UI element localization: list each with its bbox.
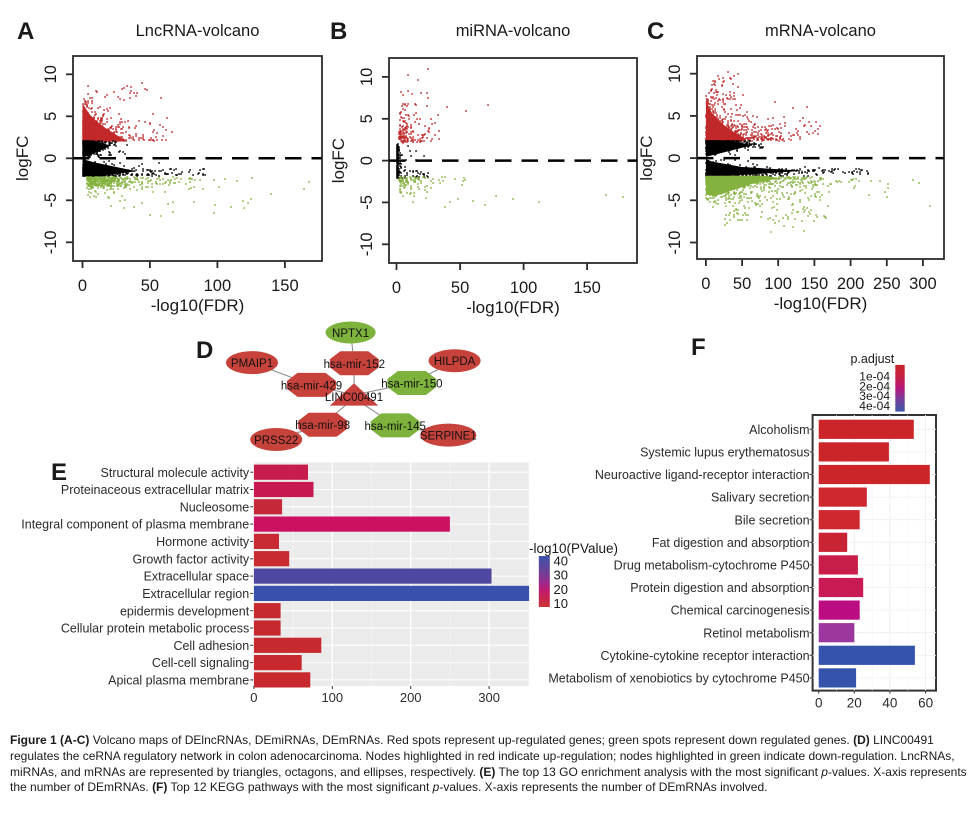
svg-text:-5: -5 [42, 193, 60, 208]
svg-text:100: 100 [764, 275, 792, 293]
svg-text:Cell-cell signaling: Cell-cell signaling [152, 656, 249, 670]
svg-text:5: 5 [666, 111, 684, 120]
svg-text:10: 10 [666, 65, 684, 83]
svg-text:50: 50 [141, 277, 159, 295]
svg-text:A: A [17, 18, 34, 45]
svg-text:50: 50 [451, 279, 469, 297]
svg-text:Extracellular space: Extracellular space [144, 570, 250, 584]
svg-text:4e-04: 4e-04 [859, 399, 890, 413]
svg-text:100: 100 [204, 277, 232, 295]
svg-text:Cellular protein metabolic pro: Cellular protein metabolic process [61, 622, 249, 636]
svg-text:hsa-mir-152: hsa-mir-152 [324, 359, 385, 371]
svg-text:30: 30 [554, 568, 568, 583]
svg-text:0: 0 [392, 279, 401, 297]
svg-text:Cell adhesion: Cell adhesion [173, 639, 249, 653]
svg-text:Bile secretion: Bile secretion [735, 513, 810, 527]
svg-text:Structural molecule activity: Structural molecule activity [101, 466, 250, 480]
svg-text:epidermis development: epidermis development [120, 604, 250, 618]
svg-text:hsa-mir-150: hsa-mir-150 [381, 379, 442, 391]
svg-text:Proteinaceous extracellular ma: Proteinaceous extracellular matrix [61, 483, 250, 497]
svg-text:-10: -10 [358, 232, 376, 256]
svg-text:D: D [196, 337, 213, 364]
svg-text:LncRNA-volcano: LncRNA-volcano [136, 22, 260, 40]
svg-text:logFC: logFC [637, 135, 656, 180]
svg-text:Nucleosome: Nucleosome [180, 500, 250, 514]
svg-text:Hormone activity: Hormone activity [156, 535, 250, 549]
svg-text:-10: -10 [666, 231, 684, 255]
svg-text:Apical plasma membrane: Apical plasma membrane [108, 674, 249, 688]
svg-text:Integral component of plasma m: Integral component of plasma membrane [21, 518, 249, 532]
svg-text:20: 20 [847, 696, 862, 711]
svg-text:Alcoholism: Alcoholism [749, 423, 809, 437]
svg-text:LINC00491: LINC00491 [325, 392, 383, 404]
svg-text:mRNA-volcano: mRNA-volcano [765, 22, 876, 40]
svg-text:150: 150 [801, 275, 829, 293]
svg-text:E: E [51, 459, 67, 486]
svg-text:-5: -5 [358, 195, 376, 210]
svg-text:Protein digestion and absorpti: Protein digestion and absorption [630, 581, 809, 595]
svg-text:0: 0 [42, 154, 60, 163]
svg-text:Growth factor activity: Growth factor activity [132, 552, 249, 566]
svg-text:hsa-mir-145: hsa-mir-145 [365, 421, 426, 433]
svg-text:F: F [691, 334, 706, 361]
svg-text:0: 0 [701, 275, 710, 293]
svg-text:NPTX1: NPTX1 [332, 328, 369, 340]
svg-text:logFC: logFC [329, 138, 348, 183]
svg-text:Extracellular region: Extracellular region [142, 587, 249, 601]
svg-text:150: 150 [271, 277, 299, 295]
svg-text:10: 10 [554, 596, 568, 611]
svg-text:Systemic lupus erythematosus: Systemic lupus erythematosus [640, 446, 810, 460]
svg-text:PMAIP1: PMAIP1 [231, 358, 273, 370]
svg-text:SERPINE1: SERPINE1 [420, 431, 477, 443]
svg-text:-log10(FDR): -log10(FDR) [466, 298, 560, 317]
svg-text:-10: -10 [42, 230, 60, 254]
svg-text:40: 40 [554, 554, 568, 569]
svg-text:HILPDA: HILPDA [434, 356, 476, 368]
svg-text:-log10(FDR): -log10(FDR) [151, 296, 245, 315]
svg-text:60: 60 [918, 696, 933, 711]
svg-text:B: B [330, 18, 347, 45]
svg-text:logFC: logFC [13, 136, 32, 181]
svg-text:Cytokine-cytokine receptor int: Cytokine-cytokine receptor interaction [600, 649, 809, 663]
svg-text:C: C [647, 18, 664, 45]
svg-text:200: 200 [837, 275, 865, 293]
svg-text:Drug metabolism-cytochrome P45: Drug metabolism-cytochrome P450 [614, 559, 810, 573]
svg-text:0: 0 [815, 696, 823, 711]
svg-text:150: 150 [573, 279, 601, 297]
svg-text:-log10(PValue): -log10(PValue) [529, 541, 618, 556]
svg-text:100: 100 [510, 279, 538, 297]
svg-text:0: 0 [358, 156, 376, 165]
svg-text:Fat digestion and absorption: Fat digestion and absorption [652, 536, 810, 550]
svg-text:5: 5 [42, 112, 60, 121]
svg-text:Metabolism of xenobiotics by c: Metabolism of xenobiotics by cytochrome … [548, 672, 809, 686]
svg-text:Salivary secretion: Salivary secretion [711, 491, 810, 505]
svg-text:Chemical carcinogenesis: Chemical carcinogenesis [671, 604, 810, 618]
svg-text:hsa-mir-98: hsa-mir-98 [295, 420, 350, 432]
svg-text:50: 50 [733, 275, 751, 293]
svg-text:0: 0 [250, 690, 257, 705]
svg-text:-5: -5 [666, 193, 684, 208]
svg-text:PRSS22: PRSS22 [254, 435, 298, 447]
svg-text:miRNA-volcano: miRNA-volcano [456, 22, 571, 40]
svg-text:10: 10 [42, 65, 60, 83]
svg-text:300: 300 [909, 275, 937, 293]
svg-text:0: 0 [78, 277, 87, 295]
svg-text:250: 250 [873, 275, 901, 293]
svg-text:40: 40 [882, 696, 897, 711]
svg-text:300: 300 [478, 690, 500, 705]
svg-text:0: 0 [666, 154, 684, 163]
svg-text:20: 20 [554, 582, 568, 597]
svg-text:5: 5 [358, 114, 376, 123]
svg-text:Neuroactive ligand-receptor in: Neuroactive ligand-receptor interaction [595, 468, 810, 482]
svg-text:200: 200 [400, 690, 422, 705]
svg-text:Retinol metabolism: Retinol metabolism [703, 626, 809, 640]
svg-text:hsa-mir-429: hsa-mir-429 [281, 380, 342, 392]
svg-text:p.adjust: p.adjust [851, 352, 895, 366]
svg-text:-log10(FDR): -log10(FDR) [774, 294, 868, 313]
svg-text:100: 100 [321, 690, 343, 705]
svg-text:10: 10 [358, 68, 376, 86]
